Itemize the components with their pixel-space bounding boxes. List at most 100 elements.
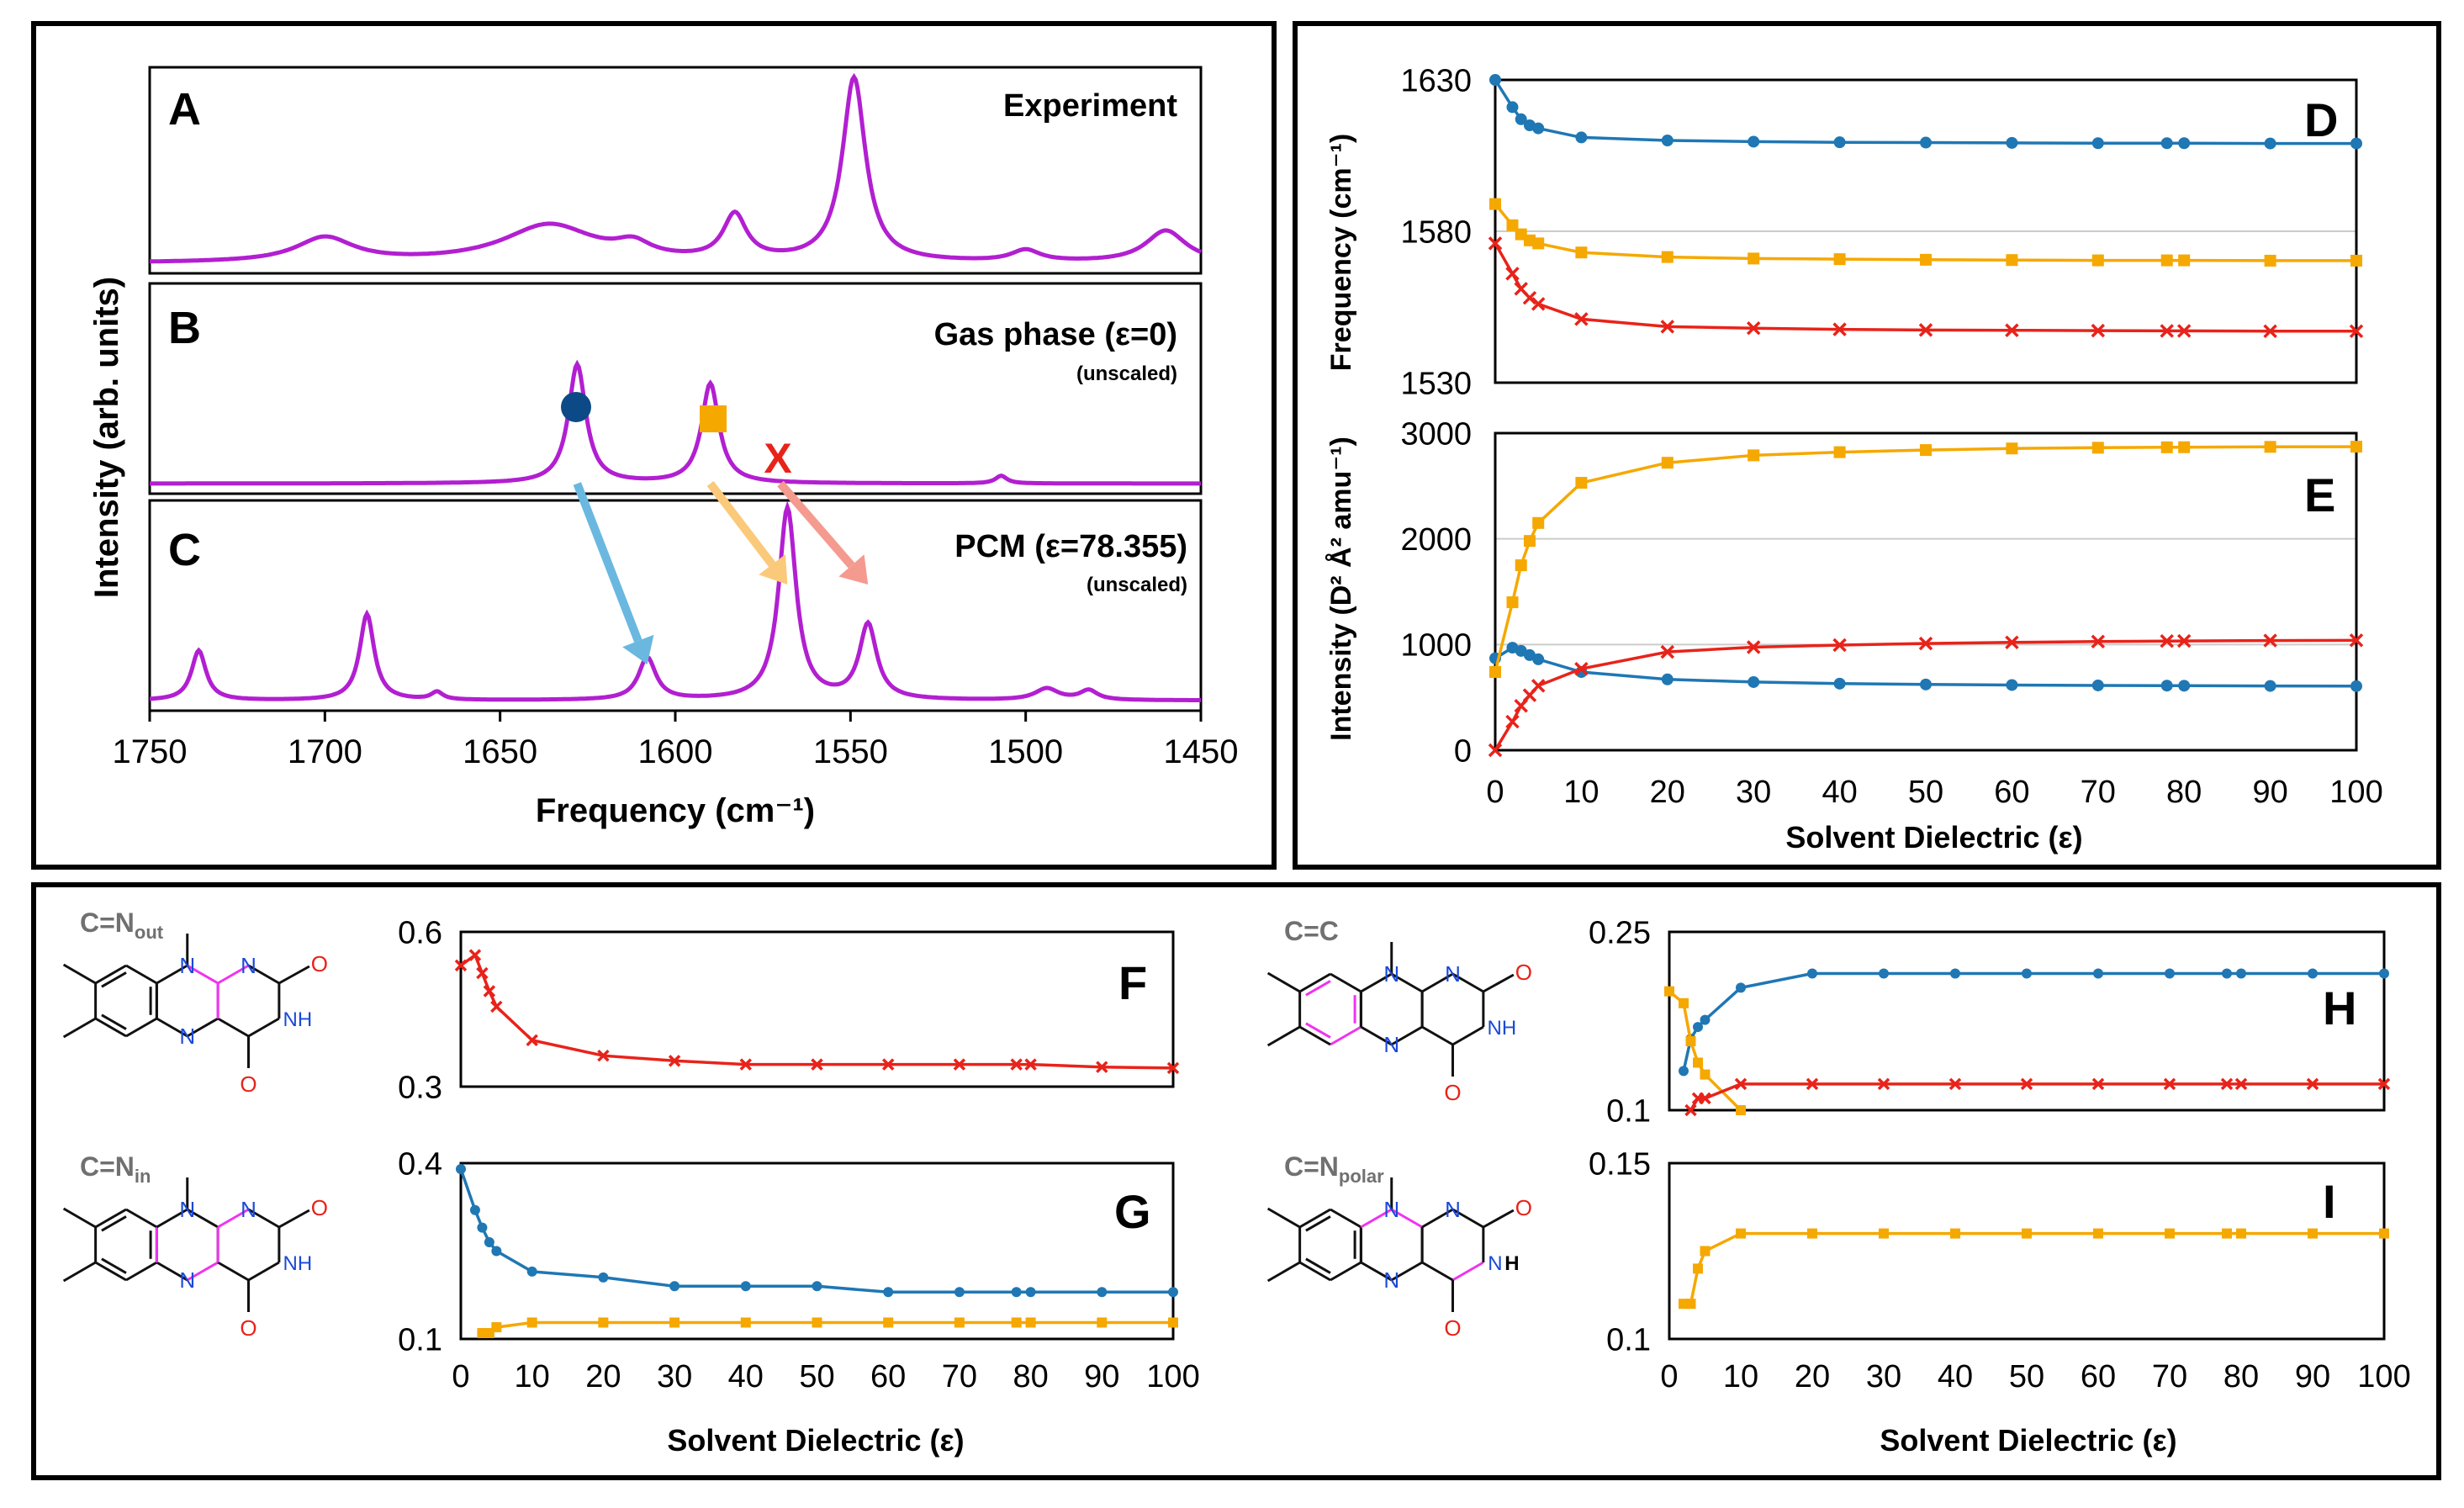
bond [186, 1208, 219, 1229]
series-line-blue [459, 1168, 1173, 1294]
data-point [1661, 135, 1674, 146]
y-tick-label: 1530 [1400, 366, 1472, 401]
data-point [490, 1000, 503, 1013]
red-x-marker-icon: X [764, 435, 791, 482]
series-line-blue [1494, 79, 2356, 146]
data-point [1505, 267, 1520, 281]
panel-label-G: G [1114, 1185, 1151, 1238]
data-point [1515, 113, 1527, 125]
data-point [526, 1266, 537, 1277]
bond [1451, 1261, 1484, 1282]
y-tick-label: 0.6 [398, 915, 442, 950]
double-bond [1305, 1257, 1331, 1274]
y-tick-label: 0.25 [1589, 915, 1651, 950]
data-point [2178, 441, 2191, 453]
data-point [2178, 680, 2191, 692]
data-point [1918, 323, 1933, 337]
data-point [953, 1058, 966, 1071]
atom-N: N [1445, 961, 1461, 987]
data-point [2176, 633, 2192, 648]
panel-label-B: B [168, 303, 201, 353]
y-tick-label: 1630 [1400, 63, 1472, 98]
molecule-I: NNN OON HC=Npolar [1266, 1151, 1532, 1341]
data-point [2163, 1077, 2176, 1091]
data-point [1575, 246, 1588, 259]
data-point [526, 1317, 537, 1328]
data-point [1833, 446, 1846, 458]
data-point [1660, 320, 1675, 334]
carbonyl-bond [1483, 973, 1515, 993]
data-point [1532, 653, 1545, 665]
bond [1421, 1208, 1454, 1229]
data-point [1097, 1317, 1108, 1328]
data-point [2020, 1077, 2033, 1091]
data-point [2350, 680, 2362, 692]
data-point [2263, 324, 2277, 339]
series-line-red [1494, 638, 2357, 751]
atom-N: N [1383, 1267, 1399, 1293]
x-tick-label: 90 [1084, 1359, 1119, 1394]
data-point [739, 1058, 753, 1071]
bond [186, 1017, 219, 1038]
series-line-red [459, 952, 1174, 1070]
panel-I: 0.1 0.15 0 10 20 30 40 50 60 70 80 90 100 [1589, 1146, 2411, 1394]
data-point [2379, 1228, 2389, 1239]
molecule-H: N N N O O NH C=C [1266, 916, 1532, 1105]
x-tick-label: 80 [1013, 1359, 1048, 1394]
bond [1298, 972, 1331, 993]
carbonyl-bond [278, 1209, 310, 1229]
x-tick-label: 100 [2357, 1359, 2410, 1394]
data-point [1168, 1317, 1178, 1328]
plot-frame [459, 930, 1175, 1088]
data-point [2308, 968, 2318, 979]
data-point [2350, 441, 2362, 453]
data-point [1700, 1069, 1711, 1080]
data-point [1879, 968, 1889, 979]
data-point [2264, 254, 2276, 267]
bond [1390, 1208, 1423, 1229]
bond [125, 1208, 158, 1229]
bond [125, 1261, 158, 1282]
data-point [1523, 535, 1536, 548]
data-point [2091, 442, 2104, 454]
data-point [454, 959, 468, 972]
frame-bottom [31, 882, 2441, 1480]
x-tick-label: 90 [2295, 1359, 2330, 1394]
data-point [2165, 968, 2175, 979]
data-point [1748, 252, 1760, 265]
atom-N: N [241, 1197, 256, 1222]
data-point [1879, 1228, 1889, 1239]
data-point [476, 966, 489, 980]
data-point [483, 985, 496, 997]
data-point [1700, 1014, 1711, 1025]
x-tick-label: 30 [1736, 775, 1771, 810]
data-point [1661, 251, 1674, 263]
bond [1298, 1025, 1331, 1046]
methyl-bond [1266, 971, 1301, 993]
panel-label-A: A [168, 84, 201, 135]
data-point [1877, 1077, 1890, 1091]
data-point [1806, 1077, 1819, 1091]
data-point [598, 1317, 609, 1328]
panel-B-frame [148, 282, 1203, 495]
x-tick-label: 10 [1563, 775, 1599, 810]
data-point [1664, 986, 1674, 997]
x-tick-label: 100 [1146, 1359, 1199, 1394]
data-point [1685, 1299, 1696, 1310]
data-point [2022, 1228, 2032, 1239]
data-point [2236, 1228, 2246, 1239]
atom-NH: NH [1488, 1017, 1517, 1040]
data-point [1505, 714, 1520, 729]
data-point [1832, 638, 1847, 653]
data-point [598, 1272, 609, 1283]
D-y-label: Frequency (cm⁻¹) [1325, 134, 1357, 371]
data-point [468, 949, 482, 961]
spectra-x-tick-label: 1600 [638, 733, 713, 770]
data-point [1575, 131, 1588, 144]
bond [217, 1208, 250, 1229]
data-point [2264, 441, 2276, 453]
data-point [1920, 444, 1932, 457]
data-point [1488, 236, 1503, 251]
data-point [2306, 1077, 2319, 1091]
x-tick-label: 20 [585, 1359, 621, 1394]
